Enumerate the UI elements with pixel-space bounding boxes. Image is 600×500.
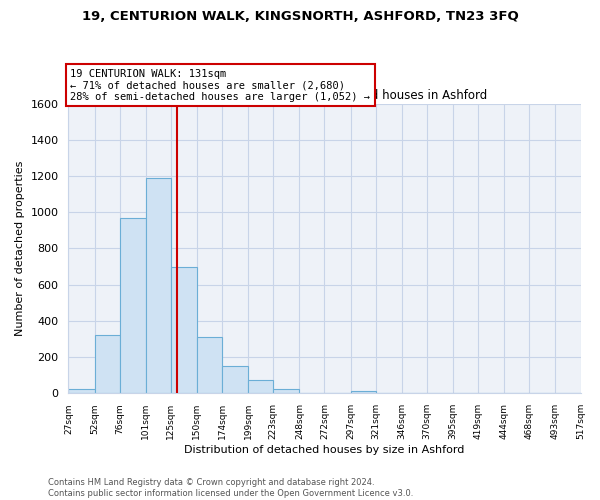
Title: Size of property relative to detached houses in Ashford: Size of property relative to detached ho… xyxy=(161,90,488,102)
Bar xyxy=(119,218,146,394)
Text: 19, CENTURION WALK, KINGSNORTH, ASHFORD, TN23 3FQ: 19, CENTURION WALK, KINGSNORTH, ASHFORD,… xyxy=(82,10,518,23)
Y-axis label: Number of detached properties: Number of detached properties xyxy=(15,161,25,336)
Text: 19 CENTURION WALK: 131sqm
← 71% of detached houses are smaller (2,680)
28% of se: 19 CENTURION WALK: 131sqm ← 71% of detac… xyxy=(70,68,370,102)
Bar xyxy=(350,390,376,394)
Bar xyxy=(95,336,119,394)
Bar xyxy=(222,366,248,394)
Text: Contains HM Land Registry data © Crown copyright and database right 2024.
Contai: Contains HM Land Registry data © Crown c… xyxy=(48,478,413,498)
Bar xyxy=(273,389,299,394)
Bar xyxy=(171,266,197,394)
Bar xyxy=(146,178,171,394)
Bar xyxy=(68,389,95,394)
X-axis label: Distribution of detached houses by size in Ashford: Distribution of detached houses by size … xyxy=(184,445,464,455)
Bar xyxy=(197,337,222,394)
Bar xyxy=(248,380,273,394)
